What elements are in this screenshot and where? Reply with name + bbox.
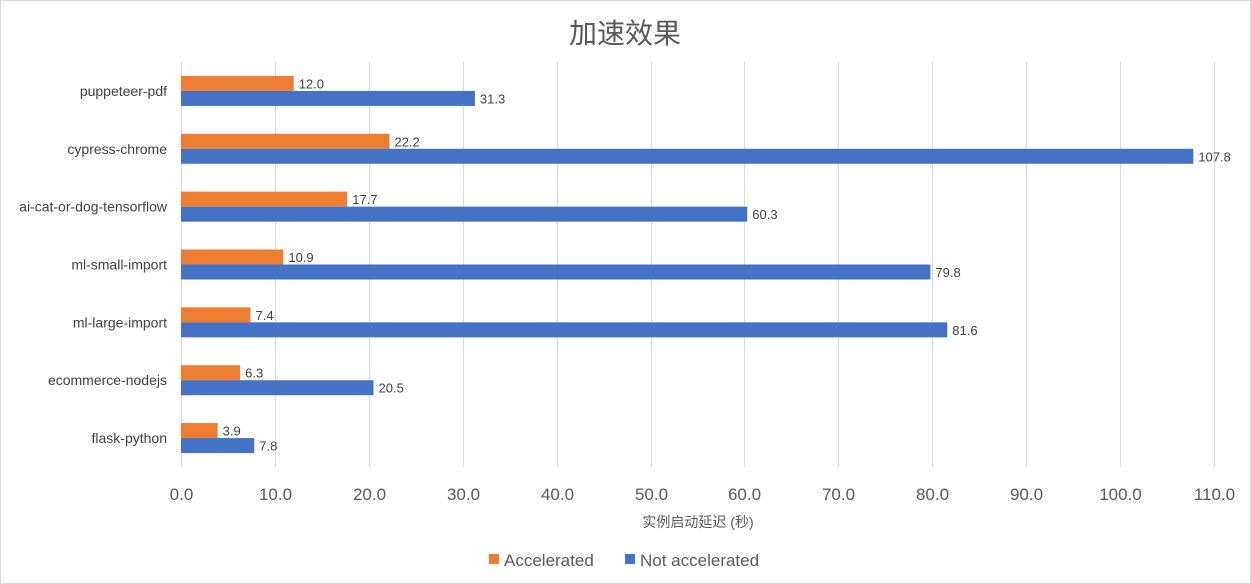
legend-swatch <box>625 554 635 564</box>
data-label: 79.8 <box>935 265 960 280</box>
bar-accelerated <box>181 133 390 149</box>
data-label: 3.9 <box>223 424 241 439</box>
x-tick-label: 70.0 <box>822 485 855 504</box>
bar-not-accelerated <box>181 322 948 338</box>
category-label: ml-small-import <box>71 257 167 273</box>
value-axis: 0.0 10.0 20.0 30.0 40.0 50.0 60.0 70.0 80.0 90.0 1… <box>170 485 1235 504</box>
data-label: 107.8 <box>1198 149 1231 164</box>
x-tick-label: 30.0 <box>447 485 480 504</box>
x-tick-label: 60.0 <box>728 485 761 504</box>
gridlines <box>181 62 1215 467</box>
bar-not-accelerated <box>181 438 255 454</box>
chart-title: 加速效果 <box>569 18 681 49</box>
bar-accelerated <box>181 365 241 381</box>
bars <box>181 75 1194 454</box>
x-tick-label: 40.0 <box>541 485 574 504</box>
bar-not-accelerated <box>181 206 748 222</box>
x-tick-label: 100.0 <box>1099 485 1142 504</box>
x-tick-label: 90.0 <box>1010 485 1043 504</box>
x-tick-label: 20.0 <box>353 485 386 504</box>
bar-not-accelerated <box>181 380 374 396</box>
data-label: 81.6 <box>952 323 977 338</box>
bar-accelerated <box>181 307 251 323</box>
category-label: flask-python <box>92 430 167 446</box>
data-label: 17.7 <box>352 192 377 207</box>
data-labels: 12.0 31.3 22.2 107.8 17.7 60.3 10.9 79.8 7.4 81.6… <box>223 76 1231 453</box>
category-label: cypress-chrome <box>67 141 167 157</box>
category-label: ecommerce-nodejs <box>48 372 167 388</box>
data-label: 7.8 <box>259 439 277 454</box>
data-label: 31.3 <box>480 91 505 106</box>
category-label: ai-cat-or-dog-tensorflow <box>19 199 168 215</box>
bar-accelerated <box>181 75 294 91</box>
bar-accelerated <box>181 191 348 207</box>
category-axis: puppeteer-pdf cypress-chrome ai-cat-or-dog… <box>19 83 168 446</box>
x-tick-label: 110.0 <box>1194 485 1235 504</box>
data-label: 7.4 <box>255 308 273 323</box>
legend-label: Accelerated <box>504 551 594 570</box>
data-label: 6.3 <box>245 366 263 381</box>
bar-not-accelerated <box>181 148 1194 164</box>
data-label: 12.0 <box>299 76 324 91</box>
category-label: ml-large-import <box>73 314 167 330</box>
x-axis-title: 实例启动延迟 (秒) <box>642 514 753 530</box>
legend-label: Not accelerated <box>640 551 759 570</box>
x-tick-label: 0.0 <box>170 485 194 504</box>
x-tick-label: 80.0 <box>916 485 949 504</box>
x-tick-label: 10.0 <box>259 485 292 504</box>
bar-accelerated <box>181 423 218 439</box>
x-tick-label: 50.0 <box>635 485 668 504</box>
data-label: 60.3 <box>752 207 777 222</box>
category-label: puppeteer-pdf <box>80 83 167 99</box>
data-label: 10.9 <box>288 250 313 265</box>
legend-swatch <box>489 554 499 564</box>
bar-not-accelerated <box>181 264 931 280</box>
legend: Accelerated Not accelerated <box>489 551 759 570</box>
bar-not-accelerated <box>181 90 475 106</box>
data-label: 22.2 <box>394 134 419 149</box>
bar-accelerated <box>181 249 284 265</box>
data-label: 20.5 <box>379 381 404 396</box>
